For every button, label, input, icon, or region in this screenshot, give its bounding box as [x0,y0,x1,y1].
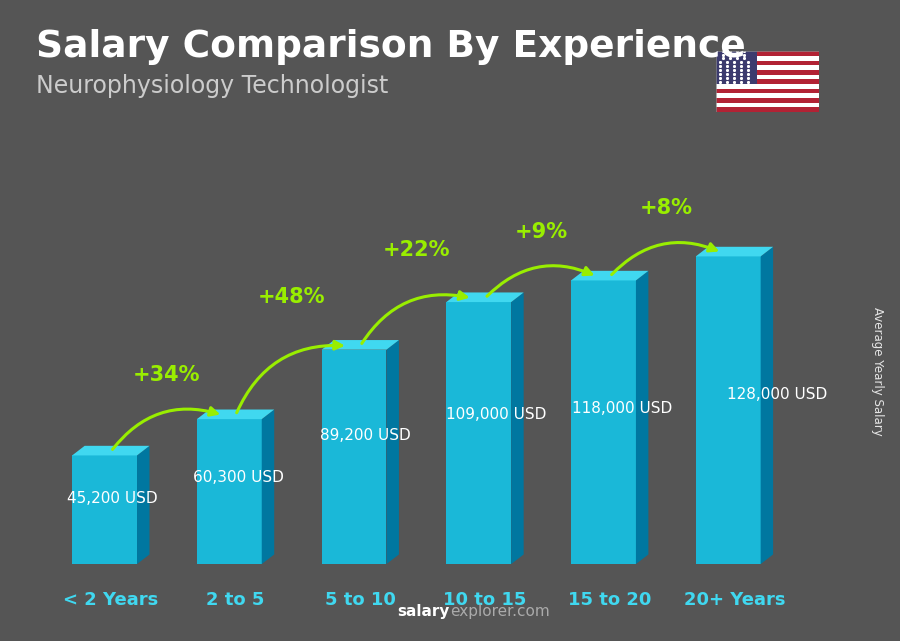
Text: 15 to 20: 15 to 20 [568,591,652,609]
Bar [716,51,819,56]
Polygon shape [760,247,773,564]
Text: explorer.com: explorer.com [450,604,550,619]
Text: Salary Comparison By Experience: Salary Comparison By Experience [36,29,746,65]
Bar [716,61,819,65]
Text: 20+ Years: 20+ Years [684,591,785,609]
Polygon shape [572,271,648,281]
Polygon shape [386,340,399,564]
Text: +34%: +34% [133,365,201,385]
Bar [716,108,819,112]
Text: 60,300 USD: 60,300 USD [194,470,284,485]
Text: < 2 Years: < 2 Years [63,591,158,609]
Text: 10 to 15: 10 to 15 [444,591,526,609]
Text: Neurophysiology Technologist: Neurophysiology Technologist [36,74,389,97]
Text: 2 to 5: 2 to 5 [206,591,265,609]
Bar [716,84,819,88]
Bar [716,65,819,70]
Polygon shape [137,446,149,564]
Polygon shape [572,281,636,564]
Text: +22%: +22% [382,240,450,260]
Polygon shape [197,419,262,564]
Text: +8%: +8% [639,198,692,218]
Bar [716,88,819,94]
Text: Average Yearly Salary: Average Yearly Salary [871,308,884,436]
Bar [716,75,819,79]
Bar [716,51,757,84]
Bar [716,98,819,103]
Polygon shape [321,340,399,350]
Polygon shape [321,350,386,564]
Polygon shape [511,292,524,564]
Text: salary: salary [398,604,450,619]
Polygon shape [446,302,511,564]
Polygon shape [262,410,274,564]
Bar [716,56,819,61]
Polygon shape [696,256,760,564]
Bar [716,70,819,75]
Polygon shape [72,455,137,564]
Text: 109,000 USD: 109,000 USD [446,407,546,422]
Bar [716,103,819,108]
Bar [716,94,819,98]
Text: 5 to 10: 5 to 10 [325,591,396,609]
Bar [716,79,819,84]
Polygon shape [446,292,524,302]
Text: 45,200 USD: 45,200 USD [68,492,158,506]
Text: 89,200 USD: 89,200 USD [320,428,411,443]
Text: +9%: +9% [515,222,568,242]
Polygon shape [696,247,773,256]
Text: 118,000 USD: 118,000 USD [572,401,672,415]
Text: 128,000 USD: 128,000 USD [727,387,827,403]
Text: +48%: +48% [258,287,326,307]
Polygon shape [72,446,149,455]
Polygon shape [636,271,648,564]
Polygon shape [197,410,274,419]
